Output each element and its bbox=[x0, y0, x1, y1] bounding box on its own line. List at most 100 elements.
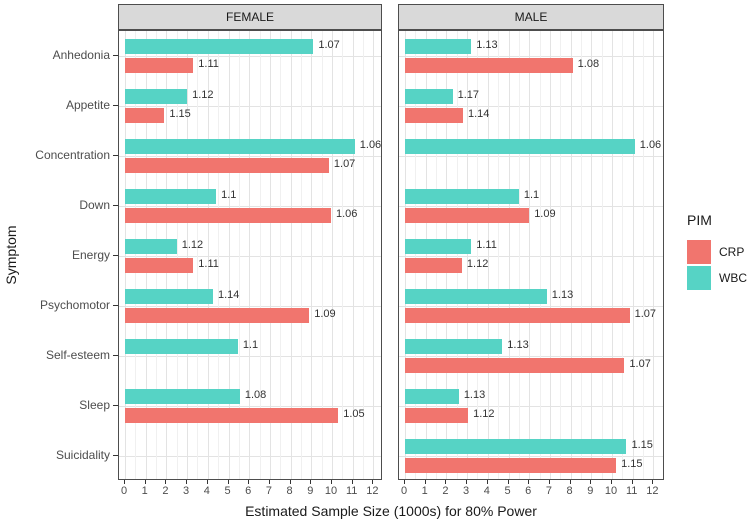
bar-crp bbox=[405, 258, 462, 273]
x-tick-label: 11 bbox=[345, 485, 358, 497]
gridline-vertical bbox=[321, 31, 323, 479]
bar-wbc bbox=[125, 139, 355, 154]
x-axis-tick bbox=[528, 480, 530, 484]
bar-wbc bbox=[125, 339, 238, 354]
bar-value-label: 1.13 bbox=[551, 289, 574, 301]
bar-crp bbox=[125, 58, 194, 73]
x-tick-label: 11 bbox=[625, 485, 638, 497]
bar-value-label: 1.06 bbox=[359, 139, 382, 151]
gridline-vertical bbox=[269, 31, 271, 479]
bar-crp bbox=[125, 408, 339, 423]
y-axis-tick bbox=[113, 455, 118, 456]
x-axis-tick bbox=[124, 480, 125, 484]
bar-value-label: 1.1 bbox=[221, 189, 237, 201]
x-axis-tick bbox=[289, 480, 291, 484]
x-tick-label: 0 bbox=[400, 485, 408, 497]
gridline-vertical bbox=[311, 31, 313, 479]
bar-crp bbox=[125, 258, 194, 273]
bar-wbc bbox=[405, 189, 519, 204]
x-tick-label: 2 bbox=[442, 485, 449, 497]
gridline-vertical bbox=[508, 31, 510, 479]
x-axis-tick bbox=[372, 480, 374, 484]
y-axis-label: Appetite bbox=[65, 98, 110, 112]
x-axis-tick bbox=[652, 480, 654, 484]
gridline-vertical bbox=[498, 31, 500, 479]
x-tick-label: 7 bbox=[545, 485, 552, 497]
gridline-vertical bbox=[529, 31, 531, 479]
gridline-vertical bbox=[156, 31, 158, 479]
x-tick-label: 6 bbox=[525, 485, 532, 497]
bar-value-label: 1.05 bbox=[343, 408, 365, 420]
x-tick-label: 12 bbox=[366, 485, 379, 497]
gridline-horizontal bbox=[399, 356, 663, 357]
bar-crp bbox=[405, 308, 630, 323]
gridline-vertical bbox=[425, 31, 427, 479]
x-axis-tick bbox=[310, 480, 312, 484]
gridline-vertical bbox=[145, 31, 147, 479]
x-axis-tick bbox=[631, 480, 633, 484]
bar-wbc bbox=[125, 89, 188, 104]
x-axis-tick bbox=[144, 480, 146, 484]
x-axis-tick bbox=[404, 480, 405, 484]
gridline-vertical bbox=[187, 31, 189, 479]
gridline-vertical bbox=[560, 31, 562, 479]
bar-value-label: 1.12 bbox=[466, 258, 489, 270]
x-tick-label: 5 bbox=[224, 485, 231, 497]
bar-value-label: 1.09 bbox=[314, 308, 336, 320]
x-tick-label: 9 bbox=[307, 485, 314, 497]
gridline-vertical bbox=[436, 31, 438, 479]
bar-value-label: 1.06 bbox=[639, 139, 662, 151]
bar-wbc bbox=[405, 89, 453, 104]
x-tick-label: 8 bbox=[566, 485, 573, 497]
gridline-vertical bbox=[238, 31, 240, 479]
x-axis-tick bbox=[351, 480, 353, 484]
y-axis-tick bbox=[113, 255, 118, 256]
x-tick-label: 6 bbox=[245, 485, 252, 497]
bar-crp bbox=[405, 358, 625, 373]
facet-strip-label: FEMALE bbox=[225, 10, 274, 24]
x-axis-tick bbox=[569, 480, 571, 484]
bar-wbc bbox=[405, 139, 635, 154]
bar-value-label: 1.17 bbox=[457, 89, 480, 101]
gridline-vertical bbox=[207, 31, 209, 479]
bar-value-label: 1.1 bbox=[242, 339, 259, 351]
bar-crp bbox=[405, 458, 617, 473]
x-tick-label: 10 bbox=[604, 485, 618, 497]
bar-wbc bbox=[125, 389, 240, 404]
gridline-vertical bbox=[166, 31, 168, 479]
legend-title: PIM bbox=[687, 212, 712, 228]
bar-value-label: 1.13 bbox=[476, 39, 498, 51]
x-axis-tick bbox=[548, 480, 550, 484]
x-axis-tick bbox=[331, 480, 332, 484]
gridline-vertical bbox=[467, 31, 469, 479]
bar-value-label: 1.08 bbox=[577, 58, 600, 70]
bar-crp bbox=[125, 158, 329, 173]
y-axis-tick bbox=[113, 205, 118, 206]
legend-label-crp: CRP bbox=[719, 245, 745, 259]
y-axis-tick bbox=[113, 155, 118, 156]
bar-wbc bbox=[125, 189, 217, 204]
x-axis-tick bbox=[507, 480, 509, 484]
gridline-vertical bbox=[570, 31, 572, 479]
y-axis-label: Sleep bbox=[79, 398, 110, 412]
gridline-vertical bbox=[352, 31, 354, 479]
gridline-vertical bbox=[373, 31, 375, 479]
bar-wbc bbox=[125, 289, 213, 304]
gridline-vertical bbox=[446, 31, 448, 479]
bar-crp bbox=[405, 58, 573, 73]
x-tick-label: 10 bbox=[324, 485, 338, 497]
gridline-vertical bbox=[601, 31, 603, 479]
gridline-vertical bbox=[300, 31, 302, 479]
x-tick-label: 7 bbox=[265, 485, 272, 497]
gridline-vertical bbox=[632, 31, 634, 479]
gridline-vertical bbox=[487, 31, 489, 479]
x-axis-tick bbox=[206, 480, 208, 484]
plot-panel bbox=[118, 30, 382, 480]
gridline-vertical bbox=[415, 31, 417, 479]
y-axis-label: Self-esteem bbox=[45, 348, 110, 362]
bar-value-label: 1.13 bbox=[463, 389, 486, 401]
bar-value-label: 1.09 bbox=[534, 208, 556, 220]
bar-value-label: 1.11 bbox=[198, 258, 219, 270]
legend-swatch bbox=[687, 240, 711, 264]
